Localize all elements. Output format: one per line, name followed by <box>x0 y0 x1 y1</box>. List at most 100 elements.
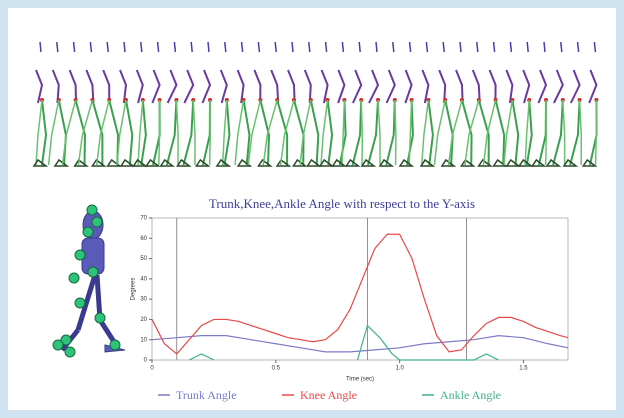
foot <box>176 158 192 167</box>
series-line <box>356 324 499 361</box>
legend-label: Knee Angle <box>300 388 357 402</box>
marker-tick <box>509 41 513 53</box>
series-line <box>151 335 569 353</box>
gait-sequence <box>32 41 599 167</box>
foot <box>460 158 476 167</box>
foot <box>32 158 49 167</box>
marker-tick <box>526 41 529 53</box>
marker-tick <box>576 41 580 53</box>
chart-title: Trunk,Knee,Ankle Angle with respect to t… <box>209 196 475 211</box>
foot <box>530 158 547 167</box>
arm <box>253 69 262 104</box>
marker-tick <box>593 41 597 53</box>
leg <box>61 99 77 166</box>
arm <box>385 69 396 104</box>
series-line <box>151 233 569 355</box>
marker-tick <box>291 41 294 53</box>
leg <box>367 99 379 166</box>
arm <box>505 69 514 104</box>
leg <box>562 99 566 166</box>
foot <box>257 158 273 167</box>
marker-tick <box>173 41 177 53</box>
y-tick-label: 60 <box>140 236 147 242</box>
marker-tick <box>543 41 546 53</box>
leg <box>594 99 598 166</box>
leg <box>503 99 514 166</box>
y-axis-label: Degrees <box>131 278 137 301</box>
legend-label: Ankle Angle <box>440 388 501 402</box>
marker-tick <box>72 41 76 53</box>
leg <box>35 99 43 166</box>
foot <box>275 158 292 167</box>
arm <box>522 69 531 104</box>
marker-tick <box>106 41 109 53</box>
leg <box>125 99 134 166</box>
marker-tick <box>123 41 126 53</box>
y-tick-label: 0 <box>144 358 148 364</box>
series-line <box>188 353 215 361</box>
arm <box>151 69 161 104</box>
marker-tick <box>408 41 412 53</box>
leg <box>91 99 104 166</box>
leg <box>544 99 548 166</box>
marker-tick <box>459 41 462 53</box>
leg <box>420 99 430 166</box>
arm <box>236 69 245 104</box>
arm <box>166 69 178 104</box>
leg <box>77 99 94 166</box>
marker-tick <box>560 41 563 53</box>
foot <box>545 158 562 167</box>
leg <box>525 99 533 166</box>
leg <box>74 99 86 166</box>
leg <box>360 99 364 166</box>
arm <box>135 69 144 104</box>
marker-tick <box>140 41 143 53</box>
foot <box>306 158 322 167</box>
leg <box>552 99 564 166</box>
arm <box>68 69 78 104</box>
foot <box>144 158 161 167</box>
arm <box>201 69 212 104</box>
leg <box>242 99 251 166</box>
arm <box>421 69 430 104</box>
foot <box>562 158 579 167</box>
arm <box>102 69 111 104</box>
plot-area <box>151 217 569 361</box>
y-tick-label: 70 <box>140 216 147 222</box>
marker-tick <box>190 41 193 53</box>
foot <box>236 158 253 167</box>
marker-tick <box>257 41 261 53</box>
leg <box>137 99 144 166</box>
marker-tick <box>39 41 42 53</box>
leg <box>494 99 506 166</box>
leg <box>279 99 295 166</box>
arm <box>553 69 564 104</box>
marker-tick <box>274 41 277 53</box>
arm <box>303 69 312 104</box>
foot <box>419 158 436 167</box>
leg <box>208 99 211 166</box>
arm <box>368 69 380 104</box>
marker-tick <box>224 41 227 53</box>
foot <box>90 158 107 167</box>
leg <box>477 99 490 166</box>
leg <box>221 99 228 166</box>
arm <box>51 69 60 104</box>
marker-tick <box>156 41 160 53</box>
foot <box>581 158 598 167</box>
arm <box>320 69 329 104</box>
foot <box>215 158 232 167</box>
leg <box>259 99 270 166</box>
leg <box>447 99 463 166</box>
leg <box>482 99 497 166</box>
marker-tick <box>341 41 345 53</box>
arm <box>352 69 363 104</box>
leg <box>262 99 278 166</box>
leg <box>511 99 520 166</box>
marker-tick <box>358 41 361 53</box>
arm <box>438 69 447 104</box>
arm <box>537 69 548 104</box>
leg <box>276 99 289 166</box>
arm <box>219 69 228 104</box>
